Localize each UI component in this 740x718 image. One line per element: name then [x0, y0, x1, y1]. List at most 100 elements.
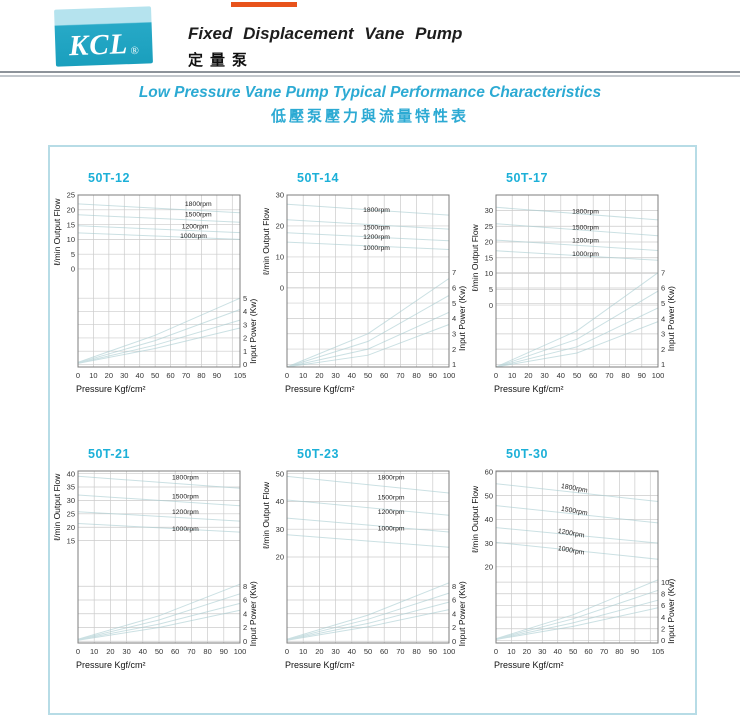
header-title-zh: 定量泵 — [188, 52, 255, 69]
axis-titles: ℓ/min Output Flow Input Power (Kw) Pressur… — [470, 485, 676, 670]
y-axis-label-right: Input Power (Kw) — [457, 286, 467, 351]
svg-text:1: 1 — [452, 360, 456, 369]
section-heading: Low Pressure Vane Pump Typical Performan… — [0, 84, 740, 126]
svg-text:6: 6 — [661, 601, 665, 610]
svg-text:0: 0 — [489, 301, 493, 310]
svg-text:30: 30 — [120, 371, 128, 380]
svg-text:20: 20 — [485, 238, 493, 247]
chart-curves — [495, 483, 659, 640]
svg-text:20: 20 — [106, 647, 114, 656]
legend-entry: 1000rpm — [557, 545, 585, 557]
svg-text:4: 4 — [243, 609, 247, 618]
svg-text:0: 0 — [661, 636, 665, 645]
svg-text:0: 0 — [280, 284, 284, 293]
svg-text:20: 20 — [315, 371, 323, 380]
svg-text:80: 80 — [197, 371, 205, 380]
legend-entry: 1200rpm — [182, 224, 209, 231]
svg-text:50: 50 — [276, 469, 284, 478]
svg-text:20: 20 — [67, 523, 75, 532]
axis-titles: ℓ/min Output Flow Input Power (Kw) Pressur… — [261, 481, 467, 670]
section-title-en: Low Pressure Vane Pump Typical Performan… — [138, 84, 602, 101]
svg-text:50: 50 — [569, 647, 577, 656]
svg-text:80: 80 — [412, 371, 420, 380]
charts-row-bottom: 50T-21 40 35 30 25 20 15 8 6 4 2 0 0 10 20 30 40 50 60 70 80… — [50, 447, 695, 675]
svg-text:30: 30 — [485, 206, 493, 215]
svg-text:0: 0 — [494, 371, 498, 380]
svg-text:0: 0 — [452, 637, 456, 646]
chart-title: 50T-17 — [506, 171, 548, 185]
svg-text:3: 3 — [243, 320, 247, 329]
axis-titles: ℓ/min Output Flow Input Power (Kw) Pressur… — [52, 473, 258, 670]
header-divider — [0, 71, 740, 77]
svg-text:30: 30 — [276, 525, 284, 534]
y-axis-label-left: ℓ/min Output Flow — [52, 473, 62, 542]
chart-grid — [287, 471, 449, 643]
header-text: Fixed Displacement Vane Pump 定量泵 — [188, 24, 462, 70]
svg-text:6: 6 — [452, 283, 456, 292]
svg-text:90: 90 — [213, 371, 221, 380]
legend-entry: 1200rpm — [557, 528, 585, 540]
svg-text:2: 2 — [661, 624, 665, 633]
svg-text:70: 70 — [600, 647, 608, 656]
svg-text:0: 0 — [285, 647, 289, 656]
svg-text:20: 20 — [276, 553, 284, 562]
svg-text:60: 60 — [589, 371, 597, 380]
svg-text:15: 15 — [485, 253, 493, 262]
svg-text:40: 40 — [554, 647, 562, 656]
svg-text:10: 10 — [661, 578, 669, 587]
svg-text:20: 20 — [67, 205, 75, 214]
svg-text:20: 20 — [276, 222, 284, 231]
chart-title: 50T-12 — [88, 171, 130, 185]
axis-titles: ℓ/min Output Flow Input Power (Kw) Pressur… — [470, 223, 676, 394]
svg-text:20: 20 — [105, 371, 113, 380]
chart-grid — [496, 471, 658, 643]
legend-entry: 1000rpm — [172, 526, 199, 533]
chart-grid — [287, 194, 449, 367]
legend-entry: 1800rpm — [363, 207, 390, 214]
svg-text:25: 25 — [485, 222, 493, 231]
chart-curves — [495, 206, 659, 368]
svg-text:8: 8 — [243, 582, 247, 591]
svg-text:50: 50 — [155, 647, 163, 656]
svg-text:35: 35 — [67, 483, 75, 492]
svg-text:50: 50 — [573, 371, 581, 380]
registered-mark-icon: ® — [130, 44, 140, 58]
chart-50T-30: 50T-30 60 50 40 30 20 10 8 6 4 2 0 0 10 20 30 40 50 60 70 80… — [468, 447, 677, 675]
legend-entry: 1200rpm — [363, 234, 390, 241]
svg-text:0: 0 — [71, 265, 75, 274]
svg-text:90: 90 — [631, 647, 639, 656]
svg-text:4: 4 — [661, 613, 665, 622]
svg-text:15: 15 — [67, 220, 75, 229]
svg-text:2: 2 — [243, 334, 247, 343]
svg-text:80: 80 — [412, 647, 420, 656]
chart-50T-12: 50T-12 25 20 15 10 5 0 5 4 3 2 1 0 0 10 20 30 40 50 60 70 80 9… — [50, 171, 259, 399]
svg-text:30: 30 — [331, 371, 339, 380]
y-axis-label-left: ℓ/min Output Flow — [261, 207, 271, 276]
svg-text:30: 30 — [276, 191, 284, 200]
chart-legend: 1800rpm 1500rpm 1200rpm 1000rpm — [180, 201, 212, 240]
svg-text:0: 0 — [285, 371, 289, 380]
svg-text:5: 5 — [452, 299, 456, 308]
legend-entry: 1500rpm — [378, 494, 405, 501]
axis-titles: ℓ/min Output Flow Input Power (Kw) Pressur… — [52, 198, 258, 394]
chart-50T-14: 50T-14 30 20 10 0 7 6 5 4 3 2 1 0 10 20 30 40 50 60 70 80 90 1… — [259, 171, 468, 399]
top-accent-bar — [231, 2, 297, 7]
svg-text:0: 0 — [243, 637, 247, 646]
svg-text:40: 40 — [139, 647, 147, 656]
header-title-en: Fixed Displacement Vane Pump — [188, 24, 463, 43]
legend-entry: 1200rpm — [172, 509, 199, 516]
chart-legend: 1800rpm 1500rpm 1200rpm 1000rpm — [572, 208, 599, 258]
svg-text:30: 30 — [122, 647, 130, 656]
svg-text:50: 50 — [485, 491, 493, 500]
svg-text:40: 40 — [136, 371, 144, 380]
svg-text:30: 30 — [331, 647, 339, 656]
kcl-logo: KCL ® — [54, 6, 153, 67]
chart-curves — [77, 203, 241, 364]
